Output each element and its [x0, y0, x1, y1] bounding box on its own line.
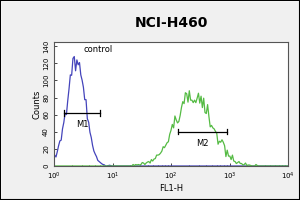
- Text: control: control: [83, 45, 112, 54]
- Text: M2: M2: [196, 139, 208, 148]
- Y-axis label: Counts: Counts: [33, 89, 42, 119]
- X-axis label: FL1-H: FL1-H: [159, 184, 183, 193]
- Text: NCI-H460: NCI-H460: [134, 16, 208, 30]
- Text: M1: M1: [76, 120, 88, 129]
